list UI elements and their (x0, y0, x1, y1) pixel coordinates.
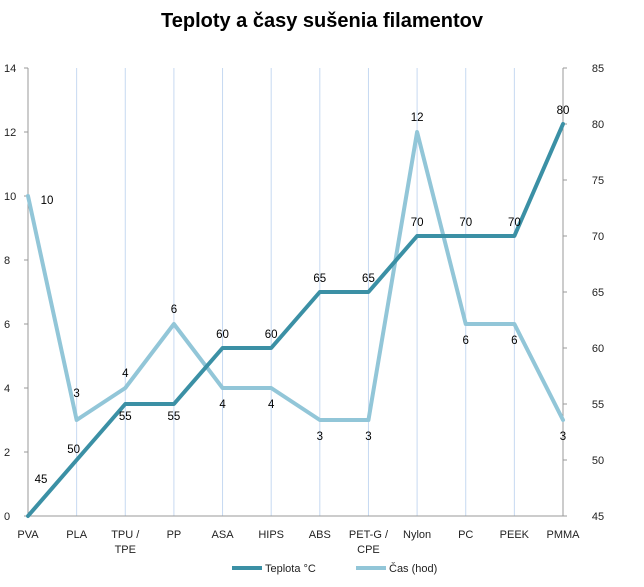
temp-data-label: 55 (168, 411, 181, 423)
time-data-label: 4 (219, 399, 226, 411)
time-data-label: 12 (411, 112, 424, 124)
time-data-label: 6 (511, 335, 517, 347)
temp-data-label: 50 (67, 444, 80, 456)
y-right-tick-label: 45 (592, 511, 604, 523)
y-left-tick-label: 12 (4, 127, 16, 139)
x-tick-label: TPU / TPE (111, 529, 140, 556)
temp-data-label: 65 (362, 273, 375, 285)
time-data-label: 6 (171, 304, 177, 316)
temp-data-label: 60 (265, 329, 278, 341)
y-left-tick-label: 0 (4, 511, 10, 523)
y-right-tick-label: 70 (592, 231, 604, 243)
temp-data-label: 80 (557, 105, 570, 117)
time-data-label: 3 (560, 431, 566, 443)
temp-data-label: 70 (508, 217, 521, 229)
y-left-tick-label: 6 (4, 319, 10, 331)
time-data-label: 4 (122, 368, 129, 380)
x-tick-label: PMMA (547, 529, 581, 541)
y-left-tick-label: 8 (4, 255, 10, 267)
y-left-tick-label: 2 (4, 447, 10, 459)
y-right-tick-label: 75 (592, 175, 604, 187)
y-right-tick-label: 55 (592, 399, 604, 411)
series-line (26, 122, 565, 518)
legend-label: Teplota °C (265, 563, 316, 575)
x-tick-label: PVA (17, 529, 39, 541)
x-tick-label: PET-G / CPE (349, 529, 389, 556)
x-tick-label: PEEK (500, 529, 530, 541)
y-left-tick-label: 4 (4, 383, 10, 395)
y-left-tick-label: 10 (4, 191, 16, 203)
temp-data-label: 65 (313, 273, 326, 285)
temp-data-label: 70 (459, 217, 472, 229)
x-tick-label: PLA (66, 529, 87, 541)
y-right-tick-label: 65 (592, 287, 604, 299)
y-right-tick-label: 60 (592, 343, 604, 355)
y-right-tick-label: 85 (592, 63, 604, 75)
time-data-label: 4 (268, 399, 275, 411)
time-data-label: 10 (41, 195, 54, 207)
temp-data-label: 45 (35, 474, 48, 486)
x-tick-label: ABS (309, 529, 331, 541)
temp-data-label: 55 (119, 411, 132, 423)
x-tick-label: ASA (212, 529, 235, 541)
temp-data-label: 70 (411, 217, 424, 229)
y-left-tick-label: 14 (4, 63, 16, 75)
x-tick-label: PP (167, 529, 182, 541)
chart-title: Teploty a časy sušenia filamentov (161, 10, 483, 32)
y-right-tick-label: 80 (592, 119, 604, 131)
legend-label: Čas (hod) (389, 562, 437, 575)
series-line (26, 130, 565, 422)
y-right-tick-label: 50 (592, 455, 604, 467)
time-data-label: 6 (463, 335, 469, 347)
time-data-label: 3 (365, 431, 371, 443)
time-data-label: 3 (73, 388, 79, 400)
temp-data-label: 60 (216, 329, 229, 341)
x-tick-label: HIPS (258, 529, 284, 541)
time-data-label: 3 (317, 431, 323, 443)
x-tick-label: Nylon (403, 529, 431, 541)
x-tick-label: PC (458, 529, 473, 541)
